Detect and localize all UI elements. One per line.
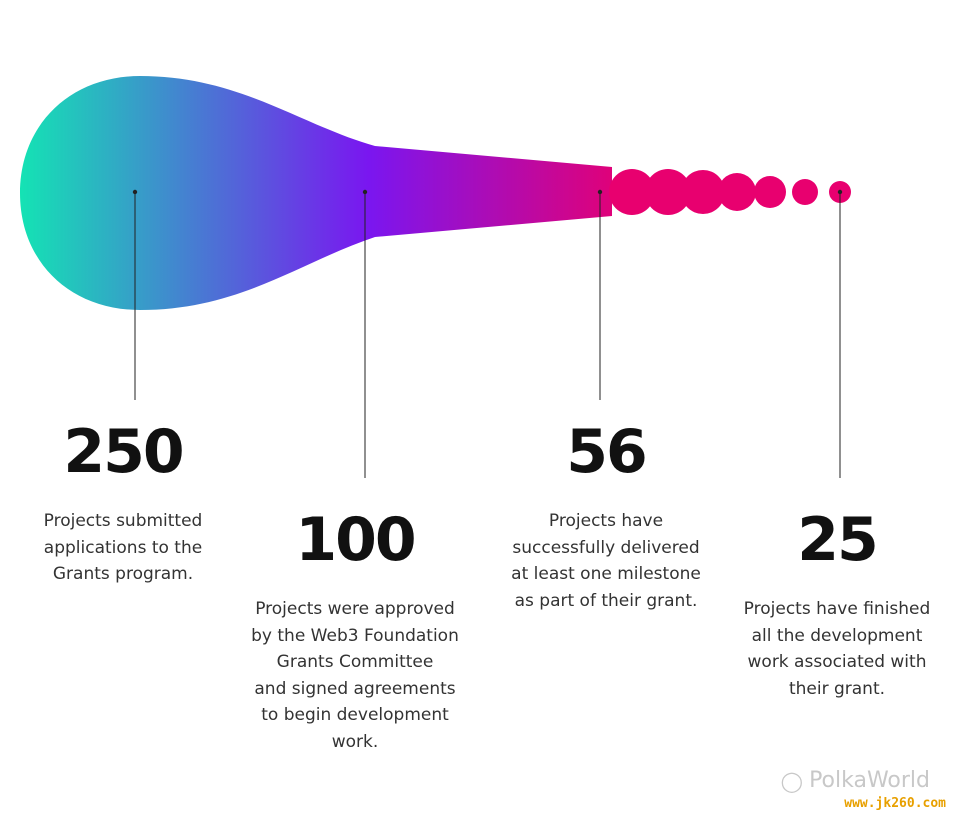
- stage-value: 100: [295, 505, 416, 575]
- stage-description: Projects submitted applications to the G…: [43, 511, 203, 584]
- stage-value: 25: [797, 505, 879, 575]
- stage-description: Projects have successfully delivered at …: [511, 511, 701, 611]
- stage-finished: 25 Projects have finished all the develo…: [722, 510, 952, 702]
- funnel-bubble: [792, 179, 818, 205]
- funnel-bubble: [645, 169, 691, 215]
- leader-dot: [837, 189, 843, 195]
- stage-delivered-milestone: 56 Projects have successfully delivered …: [490, 422, 722, 614]
- leader-dot: [362, 189, 368, 195]
- funnel-bubble: [754, 176, 786, 208]
- leader-dot: [132, 189, 138, 195]
- stage-value: 56: [566, 417, 648, 487]
- watermark-brand: PolkaWorld: [809, 768, 930, 793]
- funnel-body: [20, 76, 612, 310]
- stage-approved: 100 Projects were approved by the Web3 F…: [230, 510, 480, 755]
- leader-lines: [132, 189, 843, 478]
- funnel-bubble: [681, 170, 725, 214]
- stage-description: Projects were approved by the Web3 Found…: [251, 599, 459, 752]
- stage-description: Projects have finished all the developme…: [743, 599, 931, 699]
- funnel-bubbles: [609, 169, 851, 215]
- stage-submitted: 250 Projects submitted applications to t…: [18, 422, 228, 588]
- leader-dot: [597, 189, 603, 195]
- funnel-bubble: [609, 169, 655, 215]
- funnel-bubble: [718, 173, 756, 211]
- watermark: ◯ PolkaWorld: [781, 768, 930, 793]
- wechat-icon: ◯: [780, 768, 804, 793]
- stage-value: 250: [63, 417, 184, 487]
- watermark-site: www.jk260.com: [844, 796, 946, 811]
